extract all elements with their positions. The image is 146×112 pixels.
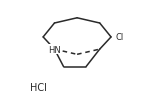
Text: HN: HN [48,45,61,54]
Text: HCl: HCl [29,83,46,93]
Text: Cl: Cl [116,33,124,42]
